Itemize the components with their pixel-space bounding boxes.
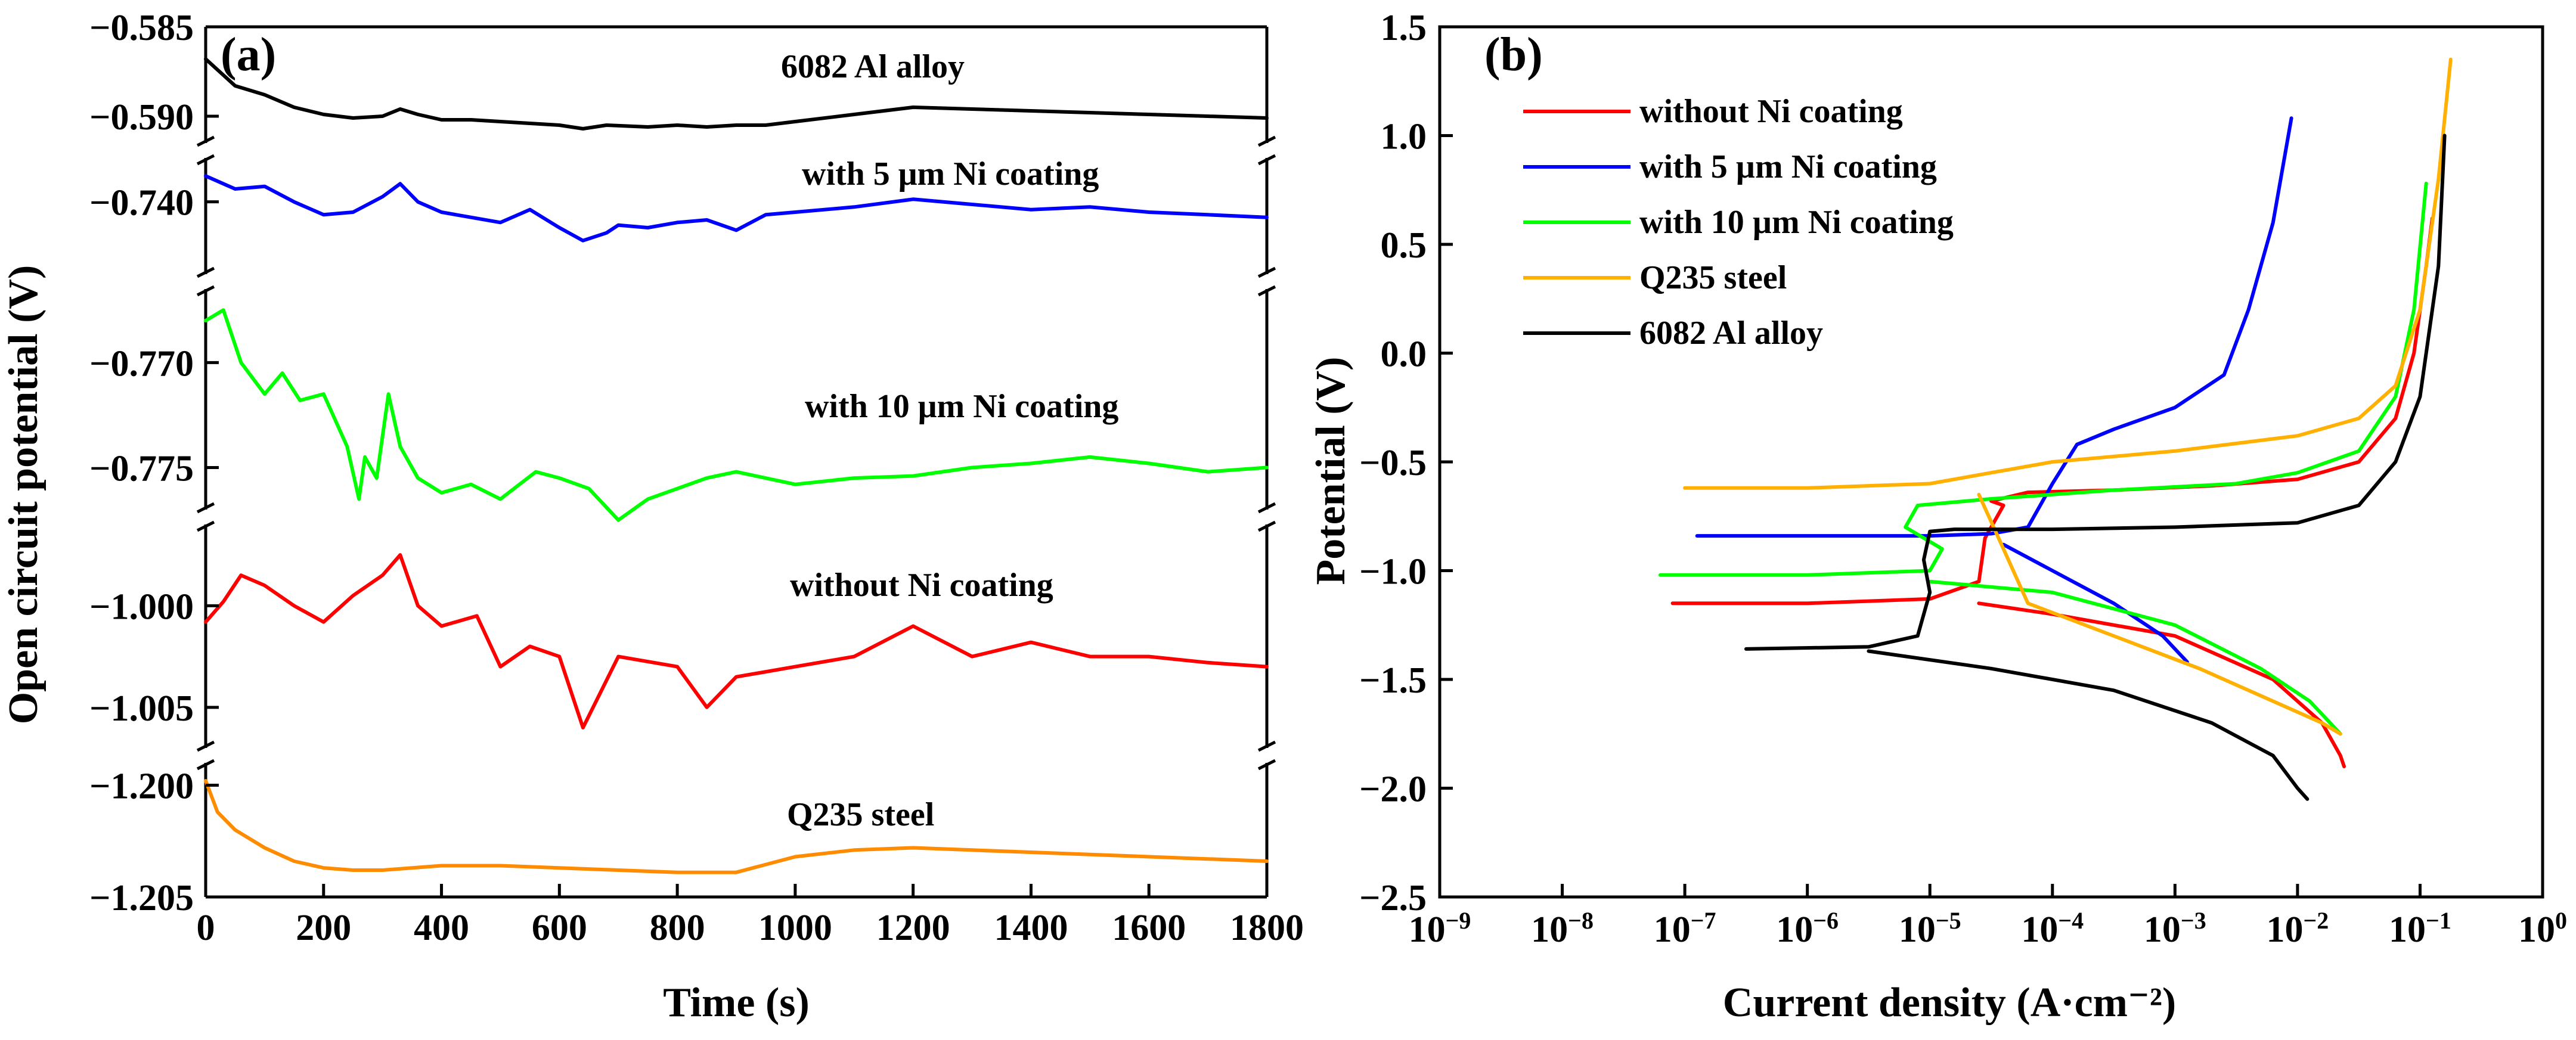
panel-b-y-tick-label: −2.5 <box>1359 878 1427 918</box>
panel-a-x-tick-label: 1200 <box>876 908 950 948</box>
axis-break-mark <box>196 502 215 514</box>
panel-a-x-tick-label: 600 <box>532 908 587 948</box>
panel-b-y-tick-label: 1.0 <box>1381 117 1427 157</box>
panel-a-y-axis-title: Open circuit potential (V) <box>1 265 47 725</box>
panel-b-x-tick-label: 10−4 <box>2021 907 2084 951</box>
cathodic-branch-6082-al-alloy <box>1867 649 2310 801</box>
panel-b-x-axis-title: Current density (A·cm⁻²) <box>1723 980 2176 1026</box>
legend-label-without-ni-coating: without Ni coating <box>1639 93 1903 130</box>
series-label-6082-al-alloy: 6082 Al alloy <box>781 48 965 85</box>
panel-a-axes <box>196 25 1276 899</box>
panel-b-x-tick-label: 10−6 <box>1776 907 1839 951</box>
axis-break-mark <box>196 135 215 147</box>
series-label-q235-steel: Q235 steel <box>787 796 934 833</box>
panel-a-y-tick-label: −0.740 <box>89 183 194 223</box>
anodic-branch-with-10-m-ni-coating <box>1659 181 2428 577</box>
panel-b-x-tick-label: 10−5 <box>1899 907 1961 951</box>
series-line-q235-steel <box>204 779 1269 874</box>
panel-b-y-tick-label: 0.5 <box>1381 225 1427 266</box>
panel-b-x-tick-label: 10−7 <box>1654 907 1716 951</box>
axis-break-mark <box>196 266 215 278</box>
panel-b-x-tick-label: 10−2 <box>2266 907 2329 951</box>
legend-label-q235-steel: Q235 steel <box>1639 259 1787 296</box>
panel-a-series <box>204 57 1269 874</box>
panel-a-x-tick-label: 0 <box>197 908 215 948</box>
panel-b-label: (b) <box>1484 29 1543 81</box>
panel-a-y-tick-label: −1.200 <box>89 766 194 807</box>
panel-a-series-labels: 6082 Al alloy with 5 μm Ni coating with 10… <box>781 48 1118 833</box>
panel-a-label: (a) <box>221 29 276 81</box>
anodic-branch-6082-al-alloy <box>1744 134 2447 651</box>
cathodic-branch-q235-steel <box>1977 492 2342 736</box>
anodic-branch-without-ni-coating <box>1670 216 2434 606</box>
panel-a-x-tick-label: 200 <box>296 908 351 948</box>
panel-a-x-tick-label: 1400 <box>994 908 1068 948</box>
panel-a-x-tick-label: 1000 <box>758 908 832 948</box>
panel-b-y-tick-label: 0.0 <box>1381 334 1427 375</box>
axis-break-mark <box>1257 740 1276 752</box>
panel-b-y-tick-label: −1.0 <box>1359 552 1427 592</box>
panel-a-y-tick-label: −0.585 <box>89 8 194 48</box>
panel-b-y-axis-title: Potential (V) <box>1308 357 1354 585</box>
panel-a-ticks: −0.585 −0.590 −0.740 −0.770 −0.775 −1.000 −1.0… <box>89 8 1304 948</box>
panel-b-ticks: 1.5 1.0 0.5 0.0 −0.5 −1.0 −1.5 −2.0 −2.510−9 10−8… <box>1359 8 2567 950</box>
panel-a-y-tick-label: −0.775 <box>89 449 194 489</box>
panel-b-x-tick-label: 100 <box>2518 907 2567 951</box>
panel-b-x-tick-label: 10−3 <box>2144 907 2206 951</box>
series-line-without-ni-coating <box>204 553 1269 729</box>
panel-b-y-tick-label: −1.5 <box>1359 660 1427 701</box>
panel-b-y-tick-label: −2.0 <box>1359 769 1427 810</box>
series-label-with-10-m-ni-coating: with 10 μm Ni coating <box>805 388 1118 425</box>
panel-a-y-tick-label: −1.205 <box>89 878 194 918</box>
panel-a-y-tick-label: −0.770 <box>89 343 194 384</box>
panel-b-y-tick-label: 1.5 <box>1381 8 1427 48</box>
series-line-with-5-m-ni-coating <box>204 174 1269 243</box>
series-line-with-10-m-ni-coating <box>204 308 1269 522</box>
axis-break-mark <box>1257 135 1276 147</box>
panel-a-x-tick-label: 1800 <box>1230 908 1304 948</box>
legend-label-with-5-m-ni-coating: with 5 µm Ni coating <box>1639 148 1937 185</box>
panel-b-series <box>1659 57 2453 801</box>
series-label-with-5-m-ni-coating: with 5 μm Ni coating <box>802 156 1099 193</box>
axis-break-mark <box>1257 502 1276 514</box>
panel-a-y-tick-label: −1.000 <box>89 586 194 627</box>
series-line-6082-al-alloy <box>204 57 1269 131</box>
panel-a-x-tick-label: 1600 <box>1112 908 1186 948</box>
panel-b-y-tick-label: −0.5 <box>1359 443 1427 483</box>
series-label-without-ni-coating: without Ni coating <box>790 567 1053 604</box>
legend-label-with-10-m-ni-coating: with 10 µm Ni coating <box>1639 204 1954 241</box>
anodic-branch-q235-steel <box>1683 57 2453 490</box>
panel-a-x-tick-label: 800 <box>650 908 705 948</box>
legend-label-6082-al-alloy: 6082 Al alloy <box>1639 315 1823 352</box>
axis-break-mark <box>196 740 215 752</box>
panel-b-x-tick-label: 10−8 <box>1531 907 1594 951</box>
panel-a-y-tick-label: −1.005 <box>89 688 194 729</box>
panel-a-ocp-chart: (a) Time (s) Open circuit potential (V) … <box>1 8 1304 1026</box>
axis-break-mark <box>1257 266 1276 278</box>
panel-b-x-tick-label: 10−1 <box>2389 907 2451 951</box>
panel-a-x-axis-title: Time (s) <box>663 980 810 1026</box>
cathodic-branch-with-10-m-ni-coating <box>1928 579 2342 736</box>
panel-b-polarization-chart: (b) Current density (A·cm⁻²) Potential (… <box>1308 8 2567 1026</box>
cathodic-branch-with-5-m-ni-coating <box>2001 542 2189 664</box>
panel-b-x-tick-label: 10−9 <box>1409 907 1471 951</box>
panel-b-legend: without Ni coating with 5 µm Ni coating wi… <box>1523 93 1954 352</box>
panel-a-y-tick-label: −0.590 <box>89 97 194 138</box>
panel-a-x-tick-label: 400 <box>414 908 469 948</box>
